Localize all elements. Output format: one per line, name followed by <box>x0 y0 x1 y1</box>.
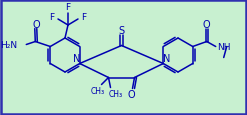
Text: O: O <box>128 89 135 99</box>
Text: S: S <box>119 25 124 35</box>
Text: F: F <box>82 12 86 21</box>
Text: F: F <box>65 3 71 11</box>
Text: H₂N: H₂N <box>0 41 17 50</box>
Text: CH₃: CH₃ <box>108 90 123 99</box>
Text: O: O <box>32 19 40 29</box>
Text: CH₃: CH₃ <box>90 87 104 96</box>
Text: O: O <box>203 19 210 29</box>
Text: F: F <box>49 12 55 21</box>
Text: N: N <box>163 54 170 64</box>
Text: NH: NH <box>217 43 230 52</box>
Text: N: N <box>73 54 81 64</box>
